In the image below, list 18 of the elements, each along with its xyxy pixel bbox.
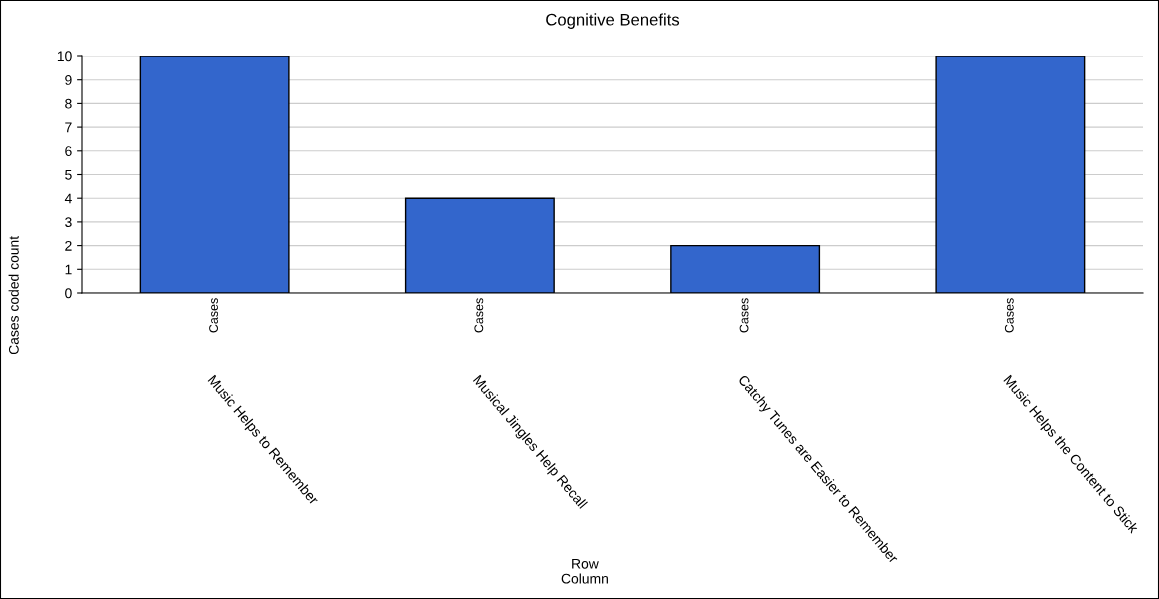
y-tick-label: 2	[65, 240, 72, 251]
y-tick-label: 8	[65, 98, 72, 109]
y-tick-label: 10	[57, 51, 72, 62]
chart-title: Cognitive Benefits	[546, 13, 680, 29]
y-tick-label: 6	[65, 146, 72, 156]
y-tick-label: 0	[65, 288, 72, 299]
y-tick-label: 9	[65, 75, 72, 85]
text: Cases	[739, 298, 749, 333]
text: Cases	[1004, 298, 1014, 333]
text: Cases	[474, 298, 484, 333]
y-tick-label: 3	[65, 217, 72, 228]
x-axis-title: Row Column	[561, 558, 608, 584]
y-tick-label: 5	[65, 169, 72, 180]
y-tick-label: 7	[65, 122, 72, 133]
y-tick-label: 4	[64, 193, 72, 204]
y-tick-label: 1	[65, 264, 72, 275]
text: Cases	[209, 298, 218, 333]
y-axis-title: Cases coded count	[8, 236, 19, 355]
